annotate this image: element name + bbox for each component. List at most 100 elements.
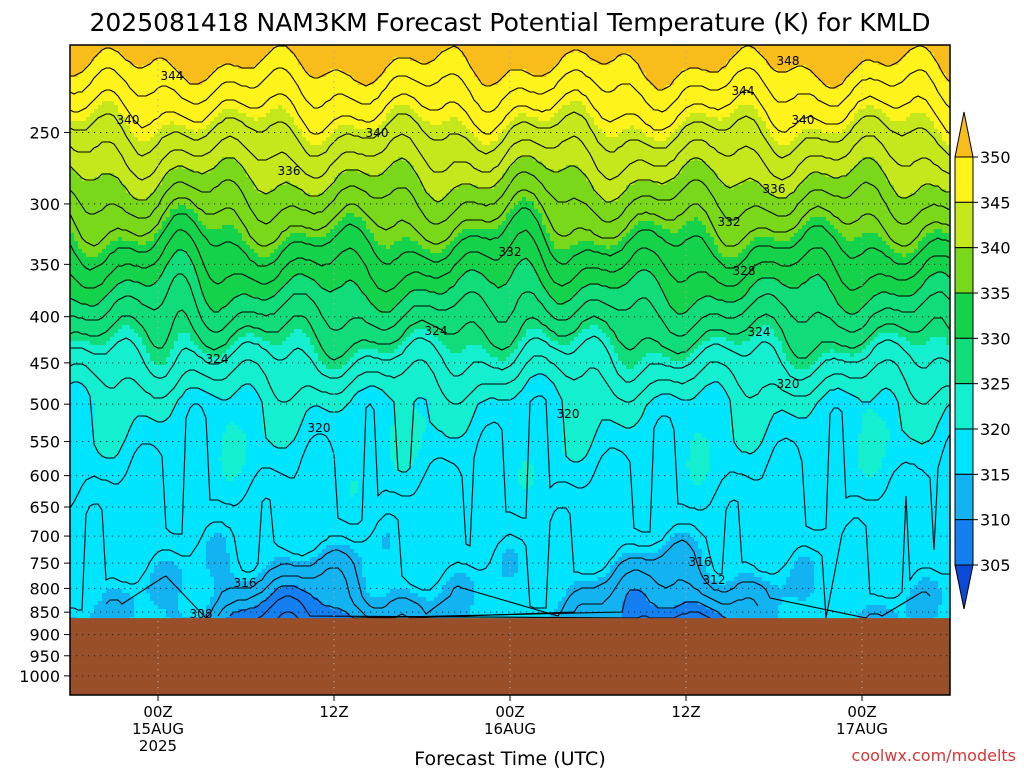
field-cell <box>86 173 91 178</box>
field-cell <box>146 437 151 442</box>
field-cell <box>122 65 127 70</box>
field-cell <box>170 485 175 490</box>
field-cell <box>190 493 195 498</box>
field-cell <box>98 337 103 342</box>
field-cell <box>106 429 111 434</box>
field-cell <box>118 93 123 98</box>
field-cell <box>186 497 191 502</box>
field-cell <box>86 281 91 286</box>
field-cell <box>186 425 191 430</box>
field-cell <box>182 609 187 614</box>
field-cell <box>146 449 151 454</box>
field-cell <box>102 593 107 598</box>
field-cell <box>82 185 87 190</box>
field-cell <box>158 337 163 342</box>
field-cell <box>166 101 171 106</box>
field-cell <box>186 309 191 314</box>
field-cell <box>186 221 191 226</box>
field-cell <box>134 565 139 570</box>
field-cell <box>146 601 151 606</box>
field-cell <box>102 505 107 510</box>
field-cell <box>70 357 75 362</box>
field-cell <box>146 81 151 86</box>
field-cell <box>146 221 151 226</box>
field-cell <box>198 505 203 510</box>
field-cell <box>166 153 171 158</box>
field-cell <box>78 581 83 586</box>
field-cell <box>130 61 135 66</box>
field-cell <box>178 429 183 434</box>
field-cell <box>162 85 167 90</box>
field-cell <box>70 349 75 354</box>
field-cell <box>150 237 155 242</box>
field-cell <box>134 221 139 226</box>
field-cell <box>106 357 111 362</box>
field-cell <box>178 529 183 534</box>
field-cell <box>194 285 199 290</box>
field-cell <box>178 145 183 150</box>
field-cell <box>154 305 159 310</box>
field-cell <box>102 277 107 282</box>
field-cell <box>118 121 123 126</box>
field-cell <box>206 85 211 90</box>
field-cell <box>102 613 107 618</box>
field-cell <box>110 325 115 330</box>
field-cell <box>186 549 191 554</box>
field-cell <box>162 313 167 318</box>
field-cell <box>106 325 111 330</box>
field-cell <box>202 61 207 66</box>
field-cell <box>90 373 95 378</box>
field-cell <box>142 549 147 554</box>
field-cell <box>202 409 207 414</box>
field-cell <box>90 613 95 618</box>
field-cell <box>158 273 163 278</box>
field-cell <box>178 417 183 422</box>
field-cell <box>78 605 83 610</box>
field-cell <box>202 173 207 178</box>
field-cell <box>114 417 119 422</box>
field-cell <box>150 217 155 222</box>
field-cell <box>74 261 79 266</box>
field-cell <box>114 497 119 502</box>
field-cell <box>118 461 123 466</box>
field-cell <box>130 541 135 546</box>
field-cell <box>178 345 183 350</box>
field-cell <box>126 369 131 374</box>
field-cell <box>142 565 147 570</box>
field-cell <box>198 209 203 214</box>
field-cell <box>142 569 147 574</box>
field-cell <box>202 277 207 282</box>
field-cell <box>126 561 131 566</box>
field-cell <box>138 345 143 350</box>
field-cell <box>98 217 103 222</box>
field-cell <box>110 549 115 554</box>
field-cell <box>182 437 187 442</box>
field-cell <box>102 425 107 430</box>
field-cell <box>158 389 163 394</box>
field-cell <box>78 357 83 362</box>
field-cell <box>102 249 107 254</box>
field-cell <box>202 397 207 402</box>
field-cell <box>190 189 195 194</box>
field-cell <box>90 93 95 98</box>
field-cell <box>182 93 187 98</box>
field-cell <box>186 97 191 102</box>
field-cell <box>138 297 143 302</box>
field-cell <box>126 101 131 106</box>
field-cell <box>174 389 179 394</box>
field-cell <box>90 529 95 534</box>
field-cell <box>150 489 155 494</box>
field-cell <box>70 489 75 494</box>
field-cell <box>186 405 191 410</box>
field-cell <box>174 437 179 442</box>
field-cell <box>198 545 203 550</box>
field-cell <box>110 461 115 466</box>
field-cell <box>138 441 143 446</box>
field-cell <box>198 441 203 446</box>
field-cell <box>166 325 171 330</box>
field-cell <box>74 101 79 106</box>
field-cell <box>206 181 211 186</box>
field-cell <box>166 473 171 478</box>
field-cell <box>174 513 179 518</box>
field-cell <box>138 165 143 170</box>
